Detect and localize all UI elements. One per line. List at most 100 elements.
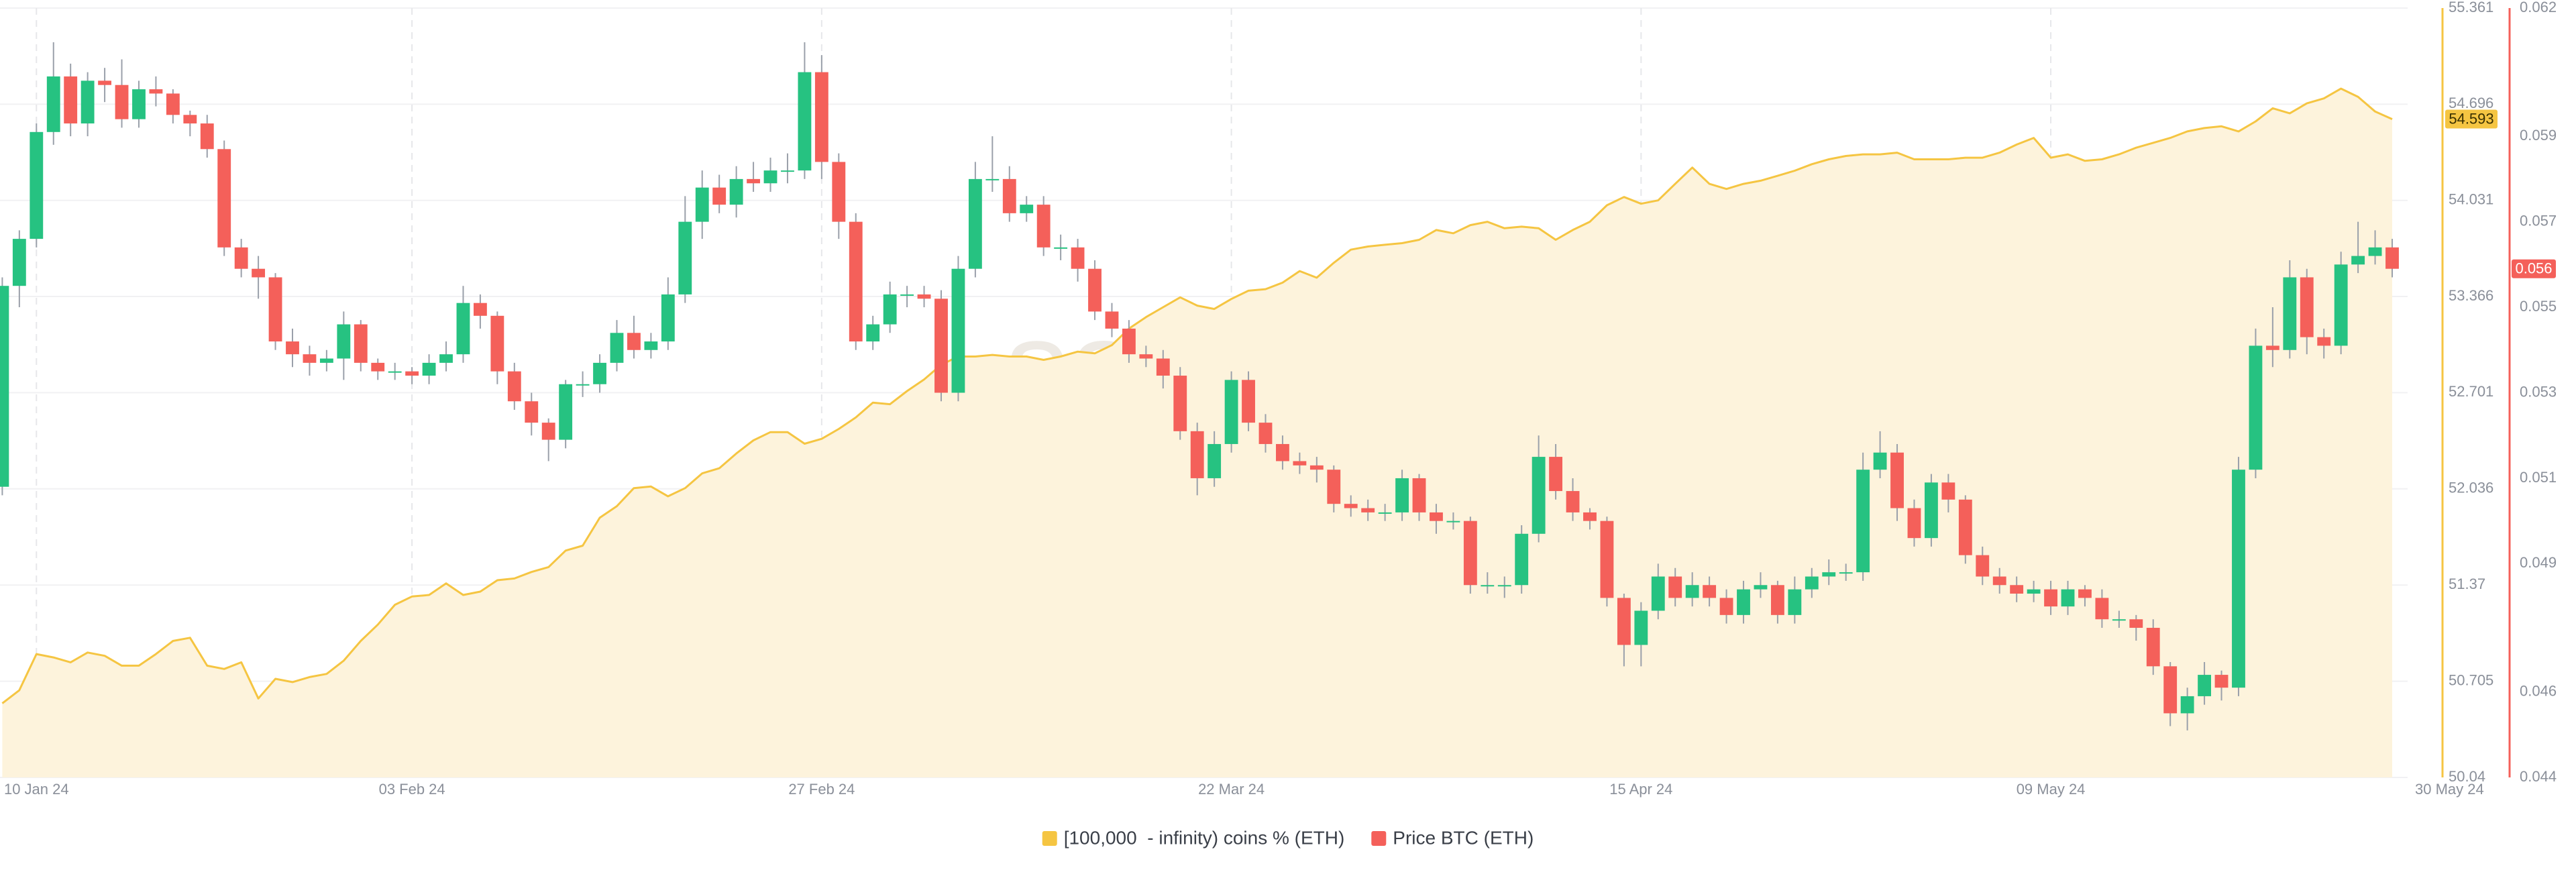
x-tick-label: 09 May 24 xyxy=(2017,781,2086,798)
candle-body xyxy=(1583,512,1597,521)
candle-body xyxy=(2078,589,2092,598)
candle-body xyxy=(917,294,931,299)
candle-body xyxy=(985,178,1000,180)
line xyxy=(1,87,2393,704)
candle-body xyxy=(1036,205,1051,248)
x-tick-label: 10 Jan 24 xyxy=(4,781,69,798)
y2-tick-label: 0.062 xyxy=(2520,0,2557,15)
candle-body xyxy=(866,324,880,342)
candle-body xyxy=(1190,431,1204,478)
y2-tick-label: 0.046 xyxy=(2520,682,2557,699)
candle-body xyxy=(1873,452,1887,470)
legend-swatch xyxy=(1371,831,1387,846)
candle-body xyxy=(559,384,573,440)
y2-tick-label: 0.049 xyxy=(2520,554,2557,571)
candle-body xyxy=(541,423,555,440)
candle-body xyxy=(1156,358,1170,376)
candle-body xyxy=(183,115,197,124)
y-tick-label: 54.031 xyxy=(2449,191,2493,208)
candle-body xyxy=(900,294,914,296)
candle-body xyxy=(0,286,9,487)
candle-body xyxy=(883,294,897,325)
x-tick-label: 03 Feb 24 xyxy=(379,781,445,798)
candle-body xyxy=(2249,345,2263,470)
candle-body xyxy=(1361,508,1375,512)
x-tick-label: 30 May 24 xyxy=(2415,781,2484,798)
candle-body xyxy=(319,358,333,363)
candle-body xyxy=(729,178,743,205)
candle-body xyxy=(1617,598,1631,645)
y2-tick-label: 0.051 xyxy=(2520,469,2557,486)
last-value-tag xyxy=(2512,259,2556,278)
candle-body xyxy=(1344,504,1358,508)
candle-body xyxy=(1412,478,1426,512)
candle-body xyxy=(1941,482,1955,500)
candle-body xyxy=(593,362,606,384)
candle-body xyxy=(1907,508,1921,539)
y-tick-label: 52.036 xyxy=(2449,480,2493,496)
y2-tick-label: 0.057 xyxy=(2520,212,2557,229)
last-value-tag xyxy=(2445,109,2498,129)
candle-body xyxy=(1446,521,1460,523)
legend-label: Price BTC (ETH) xyxy=(1393,827,1534,848)
candle-body xyxy=(2283,277,2297,350)
candle-body xyxy=(1463,521,1477,586)
x-tick-label: 22 Mar 24 xyxy=(1198,781,1265,798)
candle-body xyxy=(2300,277,2314,337)
candle-body xyxy=(1600,521,1614,598)
candle-body xyxy=(610,333,624,363)
candle-body xyxy=(695,187,709,222)
candle-body xyxy=(1788,589,1802,615)
legend-label: [100,000 - infinity) coins % (ETH) xyxy=(1064,827,1345,848)
candle-body xyxy=(832,162,846,222)
last-value-label: 54.593 xyxy=(2449,110,2493,127)
candle-body xyxy=(1549,457,1563,492)
candle-body xyxy=(644,341,658,350)
candle-body xyxy=(2334,264,2348,346)
candle-body xyxy=(1054,247,1068,249)
candle-body xyxy=(371,362,385,372)
y-tick-label: 50.04 xyxy=(2449,768,2485,785)
y-tick-label: 50.705 xyxy=(2449,671,2493,688)
candle-body xyxy=(1224,380,1238,444)
candle-body xyxy=(627,333,641,350)
candle-body xyxy=(2129,619,2143,628)
candle-body xyxy=(1088,268,1102,312)
candle-body xyxy=(1685,585,1699,598)
candle-body xyxy=(814,72,828,162)
candle-body xyxy=(2214,675,2229,688)
candle-body xyxy=(132,89,146,119)
candle-body xyxy=(439,354,453,363)
candle-body xyxy=(1258,423,1273,444)
candle-body xyxy=(2163,666,2178,714)
candle-body xyxy=(2027,589,2041,594)
candle-body xyxy=(747,178,760,184)
candle-body xyxy=(2112,619,2126,621)
candle-body xyxy=(1958,499,1972,555)
y-tick-label: 54.696 xyxy=(2449,95,2493,111)
candle-body xyxy=(1515,533,1529,586)
y2-tick-label: 0.059 xyxy=(2520,127,2557,144)
candle-body xyxy=(1276,443,1289,461)
candle-body xyxy=(1805,576,1819,590)
candle-body xyxy=(1378,512,1392,514)
y-tick-label: 55.361 xyxy=(2449,0,2493,15)
candle-body xyxy=(64,76,78,124)
candle-body xyxy=(252,268,266,278)
candle-body xyxy=(405,371,419,376)
candle-body xyxy=(2232,470,2245,688)
candle-body xyxy=(1497,585,1511,587)
candle-body xyxy=(661,294,675,342)
candle-body xyxy=(951,268,965,393)
candle-body xyxy=(934,298,948,393)
candle-body xyxy=(2351,256,2365,265)
candle-body xyxy=(1309,465,1324,470)
candle-body xyxy=(98,80,112,85)
y-tick-label: 52.701 xyxy=(2449,383,2493,400)
candle-body xyxy=(1651,576,1665,611)
candle-body xyxy=(1002,178,1016,213)
candle-body xyxy=(1634,610,1648,645)
candle-body xyxy=(1481,585,1495,587)
candle-body xyxy=(473,303,487,316)
